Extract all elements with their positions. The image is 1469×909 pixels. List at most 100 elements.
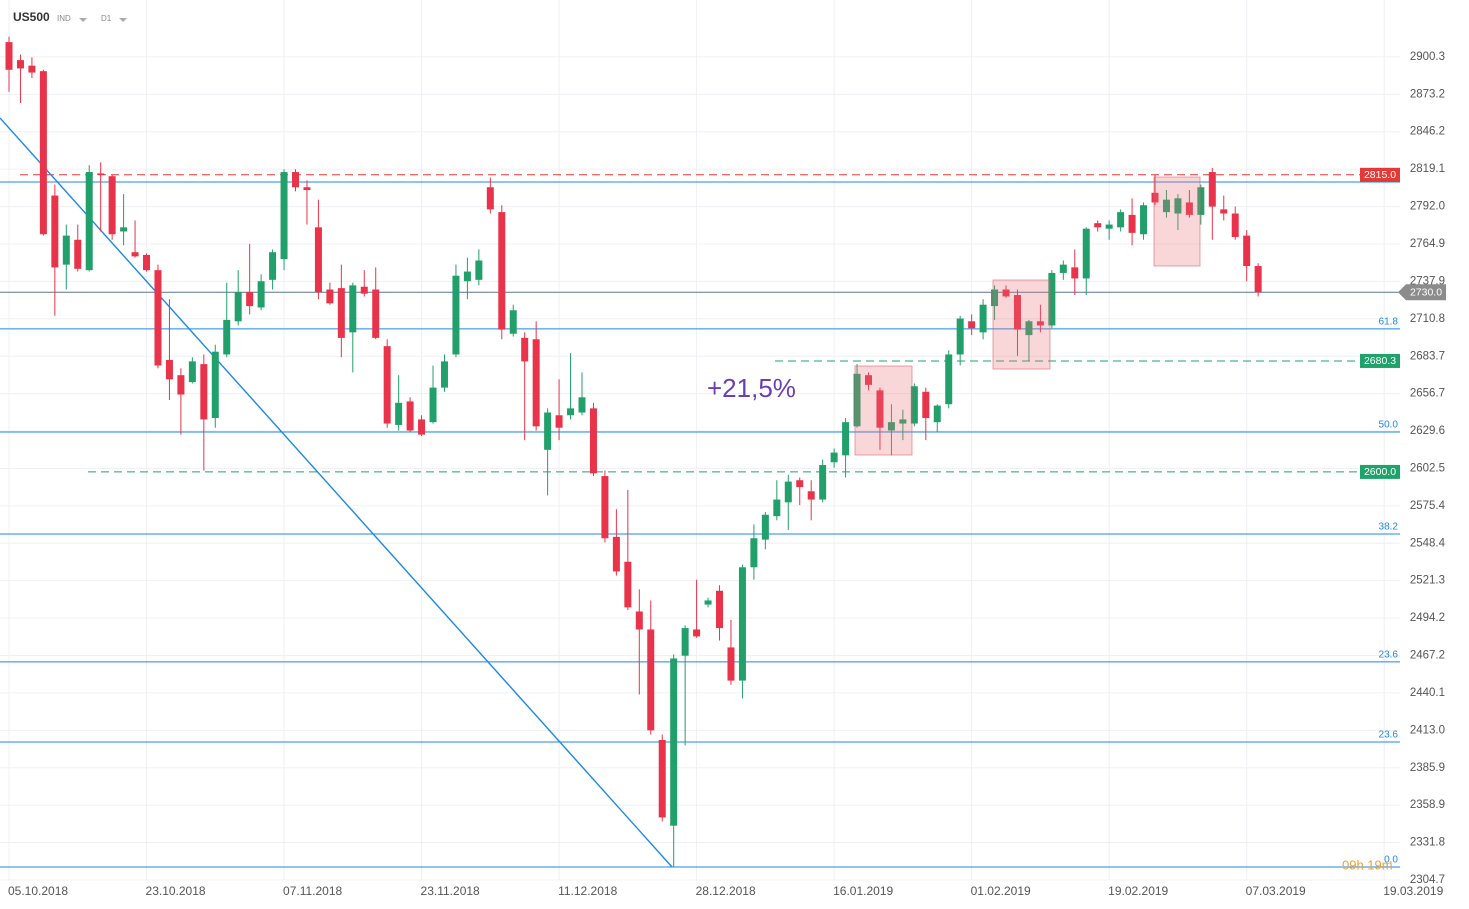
candle-body [74,239,82,269]
candle-body [796,480,804,488]
candle-body [452,275,460,355]
candle-body [51,195,59,268]
x-tick-label: 19.02.2019 [1108,884,1168,898]
candle-body [269,252,277,280]
candle-body [658,740,666,818]
y-tick-label: 2494.2 [1410,612,1445,624]
x-tick-label: 19.03.2019 [1383,884,1443,898]
candle-body [1059,264,1067,273]
candle-body [337,288,345,338]
candle-body [418,419,426,435]
candle-body [349,285,357,333]
y-tick-label: 2900.3 [1410,51,1445,63]
candle-body [292,172,299,188]
candle-body [899,419,907,424]
candle-body [922,391,930,419]
candle-body [612,536,620,572]
candle-body [165,359,173,380]
levels: 61.8 50.0 38.2 23.6 23.6 0.0 [0,174,1400,868]
candle-body [1025,321,1033,336]
candle-body [784,481,792,503]
symbol[interactable]: US500 [13,10,50,24]
candle-body [956,318,964,355]
y-tick-label: 2358.9 [1410,799,1445,811]
candle-body [865,375,872,385]
y-tick-label: 2413.0 [1410,724,1445,736]
candle-body [372,289,380,338]
x-tick-label: 23.10.2018 [146,884,206,898]
candle-body [143,254,151,271]
candle-body [383,346,391,424]
candle-body [1082,228,1090,279]
candle-body [589,408,597,474]
timer: 09h 19m [1342,857,1393,872]
candle-body [830,452,838,463]
candle-body [945,354,953,405]
candle-body [1185,202,1193,215]
y-tick-label: 2819.1 [1410,163,1445,175]
candle-body [670,658,678,826]
y-tick-label: 2548.4 [1410,537,1446,549]
candle-body [463,271,471,282]
candle-body [968,321,976,329]
candle-body [1174,198,1182,214]
candle-body [624,561,632,608]
y-tick-label: 2764.9 [1410,238,1445,250]
candle-body [154,270,162,366]
candle-body [131,252,139,257]
y-tick-label: 2629.6 [1410,425,1445,437]
candle-body [486,187,494,210]
candle-body [406,401,414,431]
y-tick-label: 2521.3 [1410,575,1445,587]
candle-body [16,60,24,69]
candle-body [5,42,13,70]
candle-body [509,310,517,334]
y-tick-label: 2440.1 [1410,687,1445,699]
candle-body [1013,295,1021,330]
current-price-label: 2730.0 [1410,287,1442,299]
candle-body [853,373,861,427]
x-tick-label: 01.02.2019 [971,884,1031,898]
x-tick-label: 07.11.2018 [283,884,342,898]
candle-body [188,361,196,383]
timeframe[interactable]: D1 [101,14,112,23]
candle-body [280,172,288,260]
dropdown-arrow[interactable] [119,18,127,22]
candle-body [1243,235,1251,267]
candle-body [314,227,322,293]
dropdown-arrow[interactable] [79,18,87,22]
current-price-tag [1398,284,1446,301]
candle-body [1117,212,1125,228]
price-tags: 2815.0 2730.0 2680.3 2600.0 [1360,167,1446,479]
candle-body [85,172,93,271]
candle-body [842,422,850,456]
y-tick-label: 2331.8 [1410,837,1445,849]
candle-body [1162,199,1170,213]
candle-body [440,361,448,388]
candles [5,36,1262,868]
candle-body [1048,272,1056,326]
fib-label: 50.0 [1379,420,1399,431]
candle-body [1036,321,1044,326]
candle-body [97,173,105,175]
y-tick-label: 2846.2 [1410,126,1445,138]
candle-body [234,292,242,322]
candle-body [1002,289,1010,297]
candle-body [1220,209,1228,214]
x-tick-label: 07.03.2019 [1246,884,1306,898]
candle-body [807,491,815,500]
candle-body [257,281,265,308]
y-tick-label: 2467.2 [1410,649,1445,661]
candle-body [360,286,368,294]
x-tick-label: 11.12.2018 [558,884,617,898]
candle-body [727,647,735,681]
candle-body [108,176,116,235]
level-label: 2600.0 [1364,466,1396,478]
candle-body [28,65,36,73]
candle-body [223,319,231,355]
axes: 2304.7 2331.8 2358.9 2385.9 2413.0 2440.1 2467… [8,51,1446,898]
x-tick-label: 23.11.2018 [421,884,480,898]
y-tick-label: 2683.7 [1410,350,1445,362]
highlight-box [854,365,913,456]
level-tag [1360,353,1400,368]
